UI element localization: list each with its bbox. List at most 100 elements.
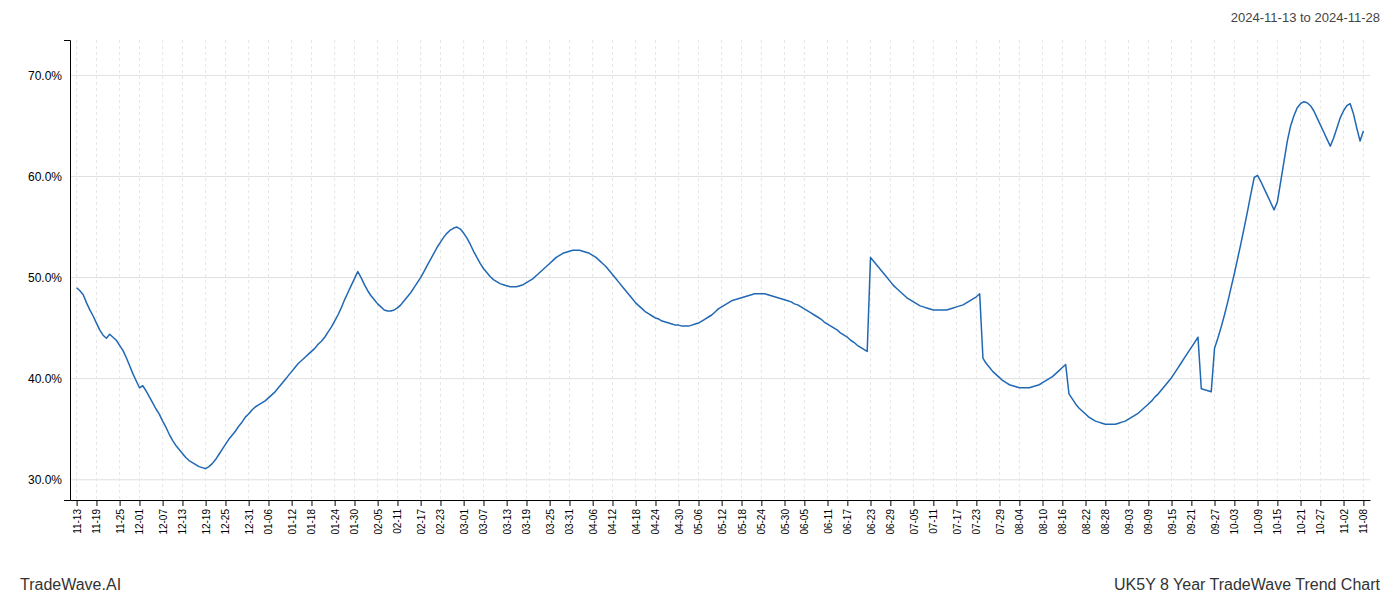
grid-line-x [1214,40,1215,500]
x-tick-label: 07-29 [995,509,1006,535]
x-tick-mark [1129,500,1130,506]
x-tick-mark [1000,500,1001,506]
x-tick-label: 10-03 [1229,509,1240,535]
x-tick: 05-12 [717,500,728,535]
x-tick-mark [785,500,786,506]
x-tick-label: 01-24 [330,509,341,535]
grid-line-x [976,40,977,500]
grid-line-x [1105,40,1106,500]
grid-line-x [592,40,593,500]
y-tick: 70.0% [28,69,70,83]
x-tick-label: 09-03 [1124,509,1135,535]
x-tick: 01-18 [306,500,317,535]
x-tick: 07-11 [928,500,939,534]
x-tick: 03-25 [545,500,556,535]
x-tick-label: 01-30 [349,509,360,535]
y-tick-label: 60.0% [28,170,62,184]
x-axis: 11-1311-1911-2512-0112-0712-1312-1912-25… [71,500,1371,535]
x-tick-mark [871,500,872,506]
x-tick: 11-02 [1339,500,1350,534]
x-tick-mark [679,500,680,506]
x-tick-label: 08-22 [1081,509,1092,535]
grid-line-x [76,40,77,500]
x-tick-label: 09-15 [1167,509,1178,535]
x-tick-label: 05-06 [693,509,704,535]
grid-line-x [1042,40,1043,500]
x-tick: 05-06 [693,500,704,535]
x-tick-label: 09-21 [1186,509,1197,535]
x-tick-label: 09-09 [1143,509,1154,535]
grid-line-x [334,40,335,500]
grid-line-x [698,40,699,500]
x-tick: 09-27 [1210,500,1221,535]
x-tick-mark [1320,500,1321,506]
grid-line-x [1300,40,1301,500]
chart-container: 11-1311-1911-2512-0112-0712-1312-1912-25… [0,0,1400,600]
x-tick-label: 06-17 [842,509,853,535]
x-tick-label: 03-25 [545,509,556,535]
x-tick: 12-07 [158,500,169,535]
x-tick-label: 12-13 [177,509,188,535]
x-tick-mark [311,500,312,506]
x-tick: 09-03 [1124,500,1135,535]
x-tick: 06-17 [842,500,853,535]
grid-line-x [1062,40,1063,500]
plot-area: 11-1311-1911-2512-0112-0712-1312-1912-25… [28,40,1371,535]
grid-line-y [70,479,1370,480]
x-tick-mark [206,500,207,506]
x-tick: 10-09 [1253,500,1264,535]
grid-line-x [741,40,742,500]
x-tick-mark [96,500,97,506]
x-tick-mark [742,500,743,506]
x-tick-mark [847,500,848,506]
grid-line-x [1171,40,1172,500]
grid-line-x [1257,40,1258,500]
x-tick-label: 06-11 [823,509,834,534]
x-tick-label: 07-17 [952,509,963,535]
y-tick-label: 70.0% [28,69,62,83]
grid-line-x [721,40,722,500]
x-tick: 04-30 [674,500,685,535]
grid-line-x [440,40,441,500]
x-tick: 11-25 [115,500,126,534]
y-tick: 40.0% [28,372,70,386]
x-tick-label: 07-11 [928,509,939,534]
grid-line-x [1363,40,1364,500]
grid-line-x [956,40,957,500]
x-tick: 11-13 [72,500,83,534]
x-tick-label: 11-19 [91,509,102,534]
x-tick-label: 03-31 [564,509,575,535]
y-tick: 60.0% [28,170,70,184]
grid-line-x [354,40,355,500]
x-tick-label: 12-07 [158,509,169,535]
x-tick: 05-24 [756,500,767,535]
grid-line-x [847,40,848,500]
x-tick-label: 01-18 [306,509,317,535]
x-tick-label: 02-17 [416,509,427,535]
x-tick-label: 04-24 [650,509,661,535]
x-tick-mark [804,500,805,506]
x-tick: 06-29 [885,500,896,535]
x-tick: 06-05 [799,500,810,535]
grid-line-x [420,40,421,500]
x-tick: 10-03 [1229,500,1240,535]
x-tick-mark [249,500,250,506]
x-tick-label: 03-19 [521,509,532,535]
x-tick-mark [612,500,613,506]
grid-line-x [1085,40,1086,500]
grid-line-x [96,40,97,500]
x-tick: 09-09 [1143,500,1154,535]
x-tick-label: 12-31 [244,509,255,535]
x-tick-label: 06-05 [799,509,810,535]
x-tick-label: 11-13 [72,509,83,534]
grid-line-y [70,378,1370,379]
x-tick: 08-28 [1100,500,1111,535]
axis-line [64,41,71,501]
x-tick-label: 10-09 [1253,509,1264,535]
x-tick-mark [182,500,183,506]
x-tick: 08-22 [1081,500,1092,535]
x-tick-label: 05-30 [780,509,791,535]
title: UK5Y 8 Year TradeWave Trend Chart [1114,576,1380,593]
x-tick-label: 06-23 [866,509,877,535]
x-tick: 02-17 [416,500,427,535]
